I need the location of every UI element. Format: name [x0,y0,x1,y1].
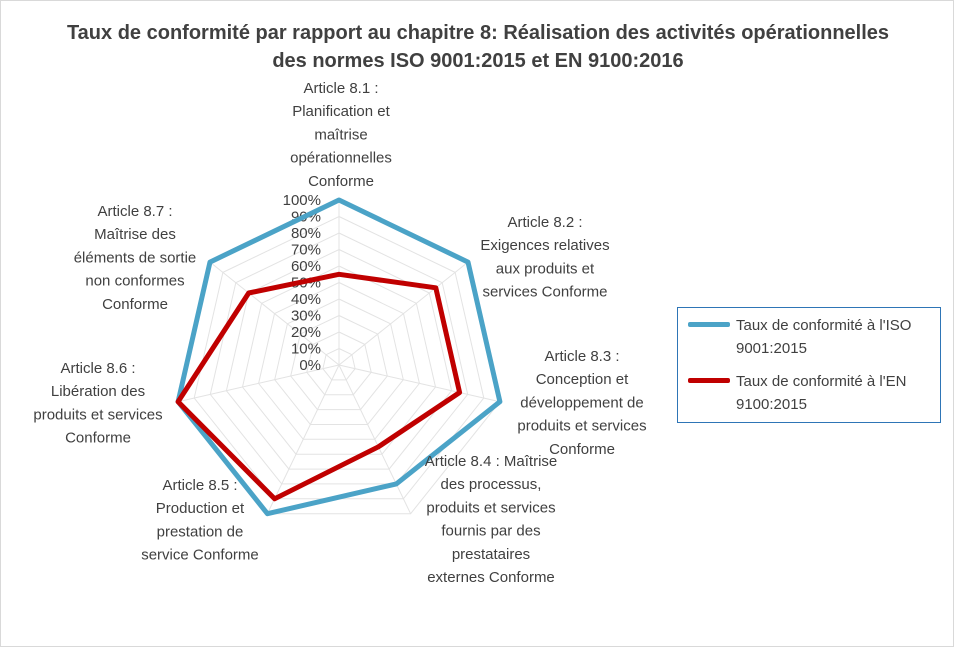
legend-swatch-en [688,378,730,383]
legend-item-iso: Taux de conformité à l'ISO 9001:2015 [688,314,938,360]
grid-spoke [338,261,469,366]
series-lines [175,197,503,517]
legend-label-iso: Taux de conformité à l'ISO 9001:2015 [736,317,912,357]
grid-spoke [338,364,501,403]
legend-item-en: Taux de conformité à l'EN 9100:2015 [688,370,938,416]
grid-ring [306,331,372,396]
grid-spoke [177,364,340,403]
grid-spoke [338,364,412,514]
r-tick-label: 70% [291,242,321,259]
category-label: Article 8.2 : Exigences relatives aux prod… [480,214,609,301]
grid-ring [258,281,420,440]
r-tick-label: 100% [283,192,321,209]
grid-ring [241,265,437,455]
r-tick-label: 0% [299,357,321,374]
legend-swatch-iso [688,322,730,327]
legend: Taux de conformité à l'ISO 9001:2015 Tau… [677,307,941,423]
grid-ring [290,314,388,411]
category-label: Article 8.1 : Planification et maîtrise opé… [290,80,392,190]
r-tick-label: 40% [291,291,321,308]
category-label: Article 8.3 : Conception et développement … [517,348,646,458]
category-label: Article 8.5 : Production et prestation de s… [141,477,259,564]
category-labels: Article 8.1 : Planification et maîtrise opé… [33,80,646,586]
r-tick-label: 60% [291,258,321,275]
category-label: Article 8.7 : Maîtrise des éléments de sor… [74,203,197,313]
r-tick-label: 20% [291,324,321,341]
grid-ring [209,232,469,485]
grid-spoke [209,261,340,366]
r-tick-label: 10% [291,341,321,358]
category-label: Article 8.6 : Libération des produits et s… [33,360,162,447]
category-label: Article 8.4 : Maîtrise des processus, prod… [425,453,558,586]
chart-title: Taux de conformité par rapport au chapit… [66,22,890,72]
grid-spoke [266,364,340,514]
series-line-0 [175,197,503,517]
r-tick-label: 80% [291,225,321,242]
legend-label-en: Taux de conformité à l'EN 9100:2015 [736,373,907,413]
grid-ring [274,298,404,425]
grid-ring [322,347,356,381]
series-line-1 [175,271,463,502]
r-tick-label: 30% [291,308,321,325]
